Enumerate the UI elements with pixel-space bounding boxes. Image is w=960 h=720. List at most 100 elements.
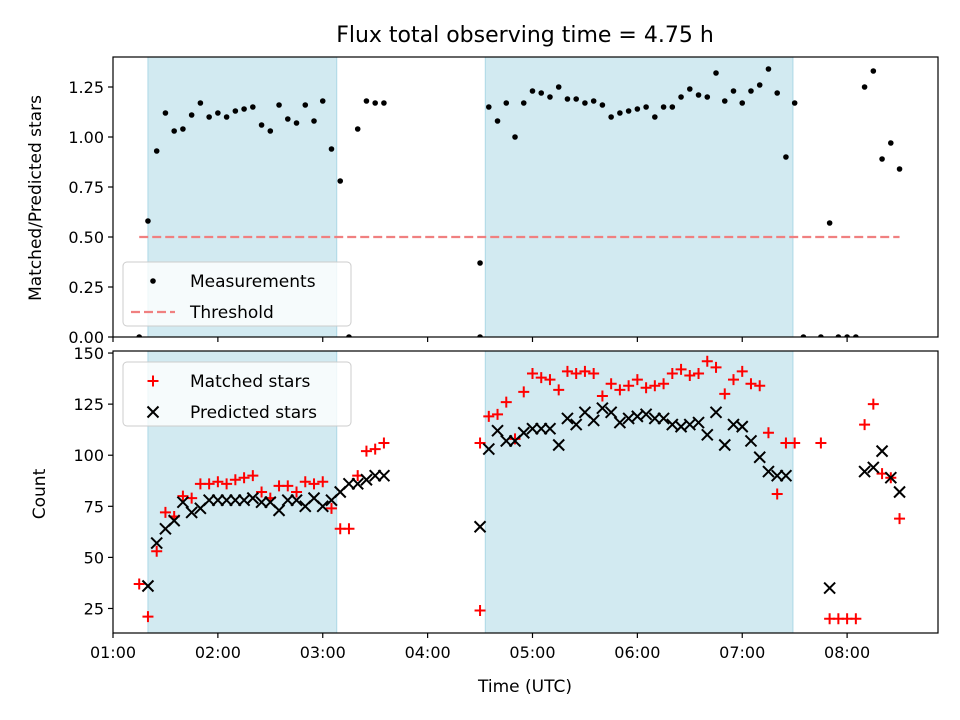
matched-star-point <box>238 472 250 484</box>
predicted-star-point <box>491 424 504 437</box>
predicted-star-point <box>377 469 391 482</box>
measurement-point <box>180 126 186 132</box>
matched-star-point <box>474 437 486 449</box>
measurement-point <box>643 104 649 110</box>
y-tick-label: 0.00 <box>68 328 104 347</box>
predicted-star-point <box>167 514 181 527</box>
legend-label: Predicted stars <box>190 403 317 423</box>
matched-star-point <box>693 367 705 379</box>
measurement-point <box>879 156 885 162</box>
predicted-star-point <box>701 428 714 441</box>
measurement-point <box>765 66 772 72</box>
measurement-point <box>346 334 352 337</box>
plot-area <box>133 355 906 625</box>
predicted-star-point <box>473 520 487 533</box>
predicted-star-point <box>744 434 758 448</box>
measurement-point <box>564 96 571 102</box>
measurement-point <box>153 148 160 154</box>
matched-star-point <box>133 578 145 590</box>
predicted-star-point <box>858 465 871 478</box>
measurement-point <box>206 114 212 120</box>
measurement-point <box>896 166 903 172</box>
predicted-star-point <box>185 506 198 519</box>
predicted-star-point <box>517 426 530 439</box>
y-tick-label: 150 <box>73 344 104 363</box>
measurement-point <box>739 100 746 106</box>
predicted-star-point <box>779 469 793 482</box>
predicted-star-point <box>736 420 749 433</box>
predicted-star-point <box>692 416 705 429</box>
predicted-star-point <box>141 579 155 593</box>
bottom-y-axis-label: Count <box>30 468 50 519</box>
predicted-star-point <box>351 477 364 491</box>
measurement-point <box>215 110 221 116</box>
chart-title: Flux total observing time = 4.75 h <box>336 23 714 48</box>
measurement-point <box>590 98 597 104</box>
predicted-star-point <box>596 402 609 415</box>
axes-frame <box>112 350 939 634</box>
measurement-point <box>311 118 317 124</box>
matched-star-point <box>369 443 381 455</box>
predicted-star-point <box>823 581 836 595</box>
plot-area <box>136 66 903 337</box>
matched-star-point <box>754 380 766 392</box>
y-tick-label: 50 <box>84 548 104 567</box>
matched-star-point <box>203 478 215 490</box>
measurement-point <box>520 100 527 106</box>
measurement-point <box>861 84 868 90</box>
predicted-star-point <box>569 418 583 431</box>
matched-star-point <box>684 370 696 382</box>
measurement-point <box>608 114 614 120</box>
matched-star-point <box>867 398 879 410</box>
bottom-panel: 25 50 75 100 125 150 01:00 02:00 03:00 04:00 05:00… <box>73 344 939 662</box>
matched-star-point <box>649 380 661 392</box>
measurement-point <box>652 114 658 120</box>
predicted-star-point <box>561 412 574 425</box>
predicted-star-point <box>718 438 731 452</box>
measurement-point <box>381 100 387 106</box>
measurement-point <box>477 334 483 337</box>
measurement-point <box>573 96 579 102</box>
y-tick-label: 0.50 <box>68 228 104 247</box>
measurement-point <box>634 106 641 112</box>
matched-star-point <box>640 382 652 394</box>
predicted-star-point <box>753 451 766 464</box>
x-tick-label: 04:00 <box>405 643 451 662</box>
matched-star-point <box>151 545 163 557</box>
matched-star-point <box>535 372 547 384</box>
predicted-star-point <box>246 491 260 505</box>
legend-box <box>122 361 352 427</box>
x-tick-label: 03:00 <box>300 643 346 662</box>
matched-star-point <box>221 478 233 490</box>
matched-star-point <box>605 378 617 390</box>
matched-star-point <box>859 419 871 431</box>
measurement-point <box>660 104 667 110</box>
measurement-point <box>241 106 247 112</box>
matched-star-point <box>553 384 565 396</box>
matched-star-point <box>282 480 294 492</box>
axes-frame <box>112 56 939 338</box>
matched-star-point <box>308 478 320 490</box>
y-tick-label: 25 <box>84 599 104 618</box>
matched-star-point <box>614 384 626 396</box>
measurement-point <box>258 122 265 128</box>
shaded-interval <box>484 56 794 338</box>
predicted-star-point <box>613 416 627 429</box>
predicted-star-point <box>639 408 653 421</box>
matched-star-point <box>299 476 311 488</box>
matched-star-point <box>588 367 600 379</box>
predicted-star-point <box>482 442 496 456</box>
measurement-point <box>162 110 169 116</box>
matched-star-point <box>177 490 189 502</box>
measurement-point <box>512 134 518 140</box>
predicted-star-point <box>604 406 618 419</box>
measurement-point <box>232 108 239 114</box>
predicted-star-point <box>657 412 670 425</box>
measurement-point <box>223 114 230 120</box>
legend-marker <box>150 278 156 284</box>
measurement-point <box>713 70 719 76</box>
measurement-point <box>328 146 335 152</box>
x-tick-label: 06:00 <box>614 643 660 662</box>
measurement-point <box>503 100 510 106</box>
legend: Measurements Threshold <box>122 261 352 327</box>
